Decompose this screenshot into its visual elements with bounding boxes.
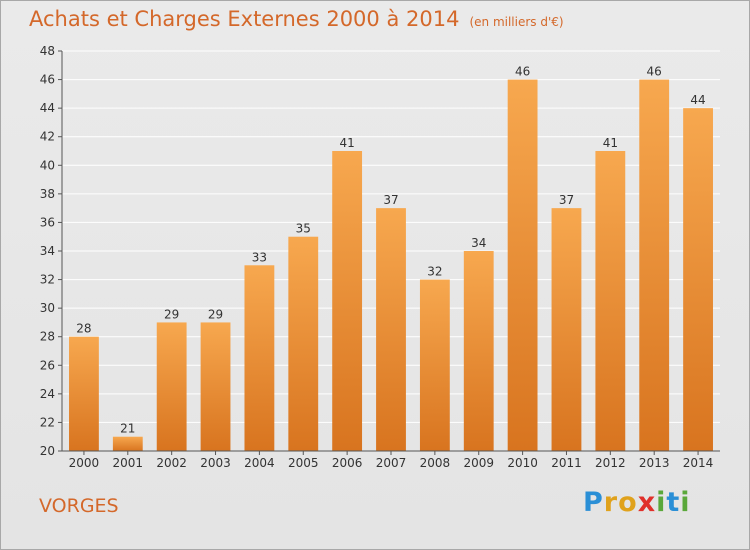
bar — [112, 436, 143, 451]
x-tick-label: 2001 — [113, 456, 144, 470]
bar-value-label: 21 — [120, 422, 135, 436]
bar-value-label: 28 — [76, 322, 91, 336]
bar — [551, 208, 582, 451]
y-tick-label: 20 — [40, 444, 55, 458]
y-tick-label: 48 — [40, 44, 55, 58]
y-tick-label: 24 — [40, 387, 55, 401]
bar-value-label: 37 — [559, 193, 574, 207]
y-tick-label: 34 — [40, 244, 55, 258]
x-tick-label: 2009 — [463, 456, 494, 470]
y-tick-label: 22 — [40, 415, 55, 429]
bar — [69, 336, 99, 451]
bar-value-label: 34 — [471, 236, 486, 250]
bar — [200, 322, 231, 451]
x-tick-label: 2002 — [156, 456, 187, 470]
bar-value-label: 44 — [690, 93, 705, 107]
x-tick-label: 2008 — [420, 456, 451, 470]
y-tick-label: 38 — [40, 187, 55, 201]
location-label: VORGES — [39, 495, 119, 517]
x-tick-label: 2004 — [244, 456, 275, 470]
bar — [244, 265, 275, 451]
logo-letter: r — [603, 487, 619, 518]
y-tick-label: 32 — [40, 273, 55, 287]
bar — [288, 236, 319, 451]
bar — [376, 208, 406, 451]
logo-letter: x — [637, 487, 657, 518]
bar-value-label: 32 — [427, 265, 442, 279]
y-tick-label: 46 — [40, 73, 55, 87]
bar — [332, 151, 363, 451]
logo-letter: t — [666, 487, 681, 518]
x-axis: 2000 2001 2002 2003 2004 2005 2006 2007 2008 2009… — [62, 450, 720, 470]
bar-value-label: 41 — [603, 136, 618, 150]
y-tick-label: 26 — [40, 358, 55, 372]
y-tick-label: 42 — [40, 130, 55, 144]
bar-value-label: 46 — [515, 65, 530, 79]
x-tick-label: 2003 — [200, 456, 231, 470]
bar — [156, 322, 187, 451]
x-tick-label: 2006 — [332, 456, 363, 470]
bar-value-label: 41 — [339, 136, 354, 150]
x-tick-label: 2014 — [683, 456, 714, 470]
chart-subtitle: (en milliers d'€) — [469, 15, 564, 29]
bar-value-label: 35 — [296, 222, 311, 236]
y-tick-label: 28 — [40, 330, 55, 344]
x-tick-label: 2011 — [551, 456, 582, 470]
x-tick-label: 2000 — [69, 456, 100, 470]
chart-title: Achats et Charges Externes 2000 à 2014 (e… — [29, 7, 564, 31]
y-tick-label: 44 — [40, 101, 55, 115]
bar-value-label: 29 — [164, 307, 179, 321]
bar-value-label: 46 — [647, 65, 662, 79]
bar-value-label: 29 — [208, 307, 223, 321]
chart-title-text: Achats et Charges Externes 2000 à 2014 — [29, 7, 460, 31]
x-tick-label: 2007 — [376, 456, 407, 470]
bar — [639, 79, 670, 452]
y-tick-label: 40 — [40, 158, 55, 172]
logo-letter: i — [656, 487, 667, 518]
proxiti-logo[interactable]: Proxiti — [583, 487, 691, 518]
logo-letter: i — [680, 487, 691, 518]
y-tick-label: 30 — [40, 301, 55, 315]
bar — [595, 151, 626, 451]
logo-letter: P — [583, 487, 604, 518]
bar — [463, 251, 494, 451]
bar — [507, 79, 538, 452]
bars — [69, 79, 713, 452]
bar — [683, 108, 713, 452]
x-tick-label: 2005 — [288, 456, 319, 470]
data-labels: 28 21 29 29 33 35 41 37 32 34 46 37 41 46 44 — [76, 65, 705, 436]
logo-letter: o — [618, 487, 638, 518]
y-tick-label: 36 — [40, 215, 55, 229]
y-axis: 20 22 24 26 28 30 32 34 36 38 40 42 44 46 48 — [40, 44, 63, 458]
x-tick-label: 2013 — [639, 456, 670, 470]
bar-value-label: 37 — [383, 193, 398, 207]
x-tick-label: 2010 — [507, 456, 538, 470]
x-tick-label: 2012 — [595, 456, 626, 470]
bar — [419, 279, 450, 451]
bar-value-label: 33 — [252, 250, 267, 264]
